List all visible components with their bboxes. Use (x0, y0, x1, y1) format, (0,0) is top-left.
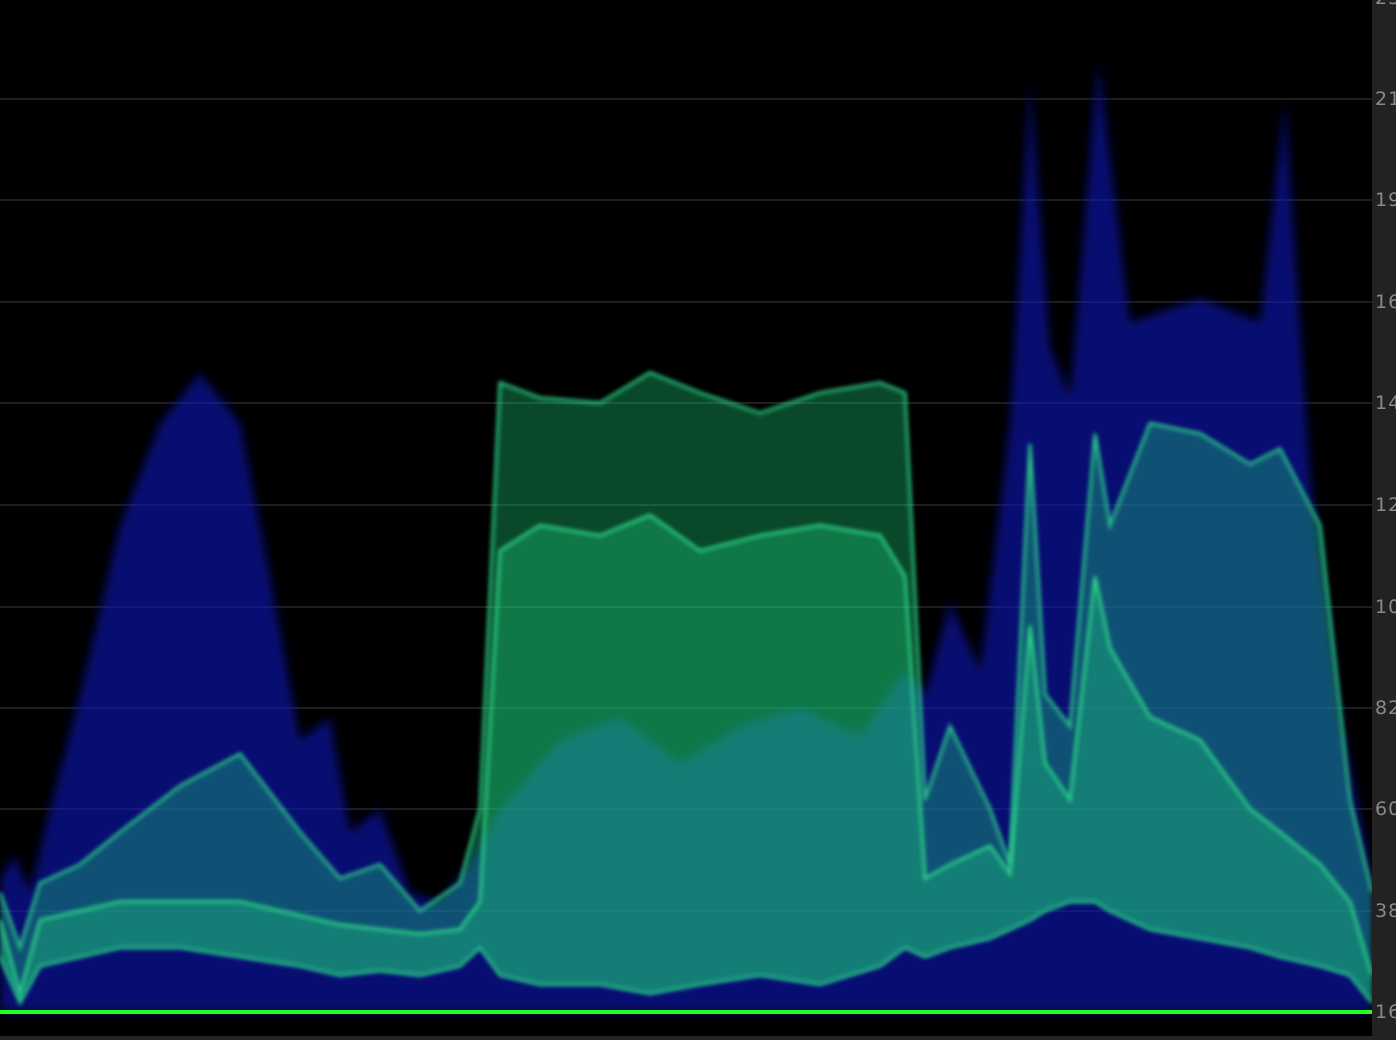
y-tick-label-210: 210 (1375, 88, 1396, 110)
y-tick-label-164: 164 (1375, 291, 1396, 313)
y-tick-label-190: 190 (1375, 189, 1396, 211)
scope-bottom-strip (0, 1036, 1372, 1040)
green-trace-upper (0, 371, 1372, 953)
y-tick-label-104: 104 (1375, 596, 1396, 618)
green-channel-core (0, 515, 1372, 1003)
green-trace-mid (0, 513, 1372, 1000)
y-tick-label-235: 235 (1375, 0, 1396, 8)
y-tick-label-144: 144 (1375, 392, 1396, 414)
y-tick-label-82: 82 (1375, 697, 1396, 719)
scope-plot-area (0, 0, 1372, 1036)
green-trace-lower (0, 900, 1372, 1007)
scope-axis-panel: 235 210 190 164 144 124 104 82 60 38 16 (1372, 0, 1396, 1040)
y-tick-label-38: 38 (1375, 900, 1396, 922)
y-tick-label-60: 60 (1375, 798, 1396, 820)
y-tick-label-16: 16 (1375, 1001, 1396, 1023)
y-tick-label-124: 124 (1375, 494, 1396, 516)
scope-canvas (0, 58, 1372, 1014)
